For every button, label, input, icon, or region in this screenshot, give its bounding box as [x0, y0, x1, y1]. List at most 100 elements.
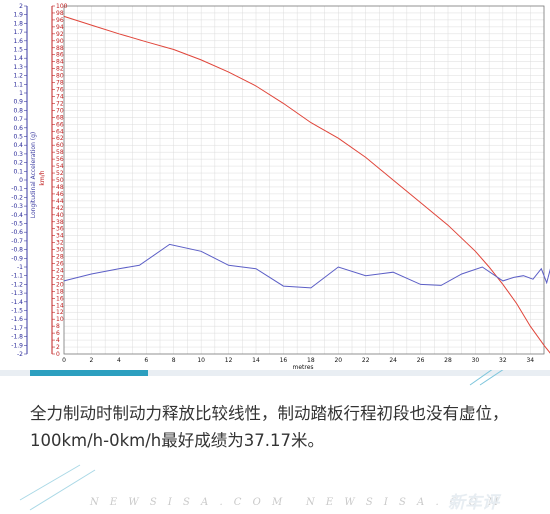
- x-tick-label: 30: [472, 357, 480, 364]
- y-right-tick-label: 100: [56, 3, 68, 10]
- y-right-tick-label: 6: [56, 330, 60, 337]
- y-left-tick-label: -0.7: [11, 238, 23, 245]
- y-left-tick-label: 0: [19, 177, 23, 184]
- y-left-tick-label: -1.4: [11, 299, 23, 306]
- watermark-text: N E W S I S A . C O M: [90, 497, 287, 508]
- y-right-tick-label: 92: [56, 31, 64, 38]
- y-right-tick-label: 30: [56, 247, 64, 254]
- caption-panel: 全力制动时制动力释放比较线性，制动踏板行程初段也没有虚位，100km/h-0km…: [0, 370, 550, 514]
- x-tick-label: 34: [526, 357, 534, 364]
- y-left-tick-label: 1: [19, 90, 23, 97]
- y-left-tick-label: -0.9: [11, 255, 23, 262]
- y-left-tick-label: 1.3: [13, 64, 23, 71]
- y-right-tick-label: 24: [56, 267, 64, 274]
- y-left-tick-label: 0.3: [13, 151, 23, 158]
- y-left-tick-label: -1.8: [11, 334, 23, 341]
- y-right-tick-label: 48: [56, 184, 64, 191]
- y-left-tick-label: 1.6: [13, 38, 23, 45]
- x-tick-label: 2: [90, 357, 94, 364]
- x-tick-label: 28: [444, 357, 452, 364]
- braking-chart: 2 1.91.8 1.7 1.6 1.51.4 1.3 1.21.1 1 0.90.8 0.7 0.…: [11, 3, 550, 370]
- watermark-text-2: N E W S I S A . C O M: [306, 497, 503, 508]
- y-axis-right-label: km/h: [39, 170, 46, 185]
- x-tick-label: 16: [280, 357, 288, 364]
- y-right-tick-label: 56: [56, 156, 64, 163]
- y-right-tick-label: 84: [56, 59, 64, 66]
- y-left-tick-label: -0.4: [11, 212, 23, 219]
- y-left-tick-label: -0.6: [11, 229, 23, 236]
- plot-border: [63, 5, 545, 355]
- y-right-tick-label: 86: [56, 52, 64, 59]
- y-left-tick-label: 1.1: [13, 81, 23, 88]
- y-right-tick-label: 52: [56, 170, 64, 177]
- y-right-tick-label: 36: [56, 226, 64, 233]
- y-left-tick-label: -1.9: [11, 342, 23, 349]
- y-left-tick-label: 1.9: [13, 12, 23, 19]
- y-left-tick-label: 1.7: [13, 29, 23, 36]
- y-left-tick-label: 0.5: [13, 134, 23, 141]
- y-left-tick-label: 0.7: [13, 116, 23, 123]
- y-left-tick-label: -1.5: [11, 308, 23, 315]
- y-left-tick-label: -0.3: [11, 203, 23, 210]
- y-right-tick-label: 26: [56, 261, 64, 268]
- x-tick-label: 24: [389, 357, 397, 364]
- x-tick-label: 20: [334, 357, 342, 364]
- y-right-tick-label: 80: [56, 73, 64, 80]
- y-right-tick-label: 14: [56, 302, 64, 309]
- y-right-tick-label: 70: [56, 107, 64, 114]
- x-tick-label: 32: [499, 357, 507, 364]
- y-right-tick-label: 62: [56, 135, 64, 142]
- y-left-tick-label: -0.8: [11, 247, 23, 254]
- y-right-tick-label: 60: [56, 142, 64, 149]
- y-right-tick-label: 96: [56, 17, 64, 24]
- x-tick-label: 0: [62, 357, 66, 364]
- y-left-tick-label: 1.8: [13, 20, 23, 27]
- y-right-tick-label: 0: [56, 351, 60, 358]
- x-axis-label: metres: [292, 364, 313, 370]
- y-left-tick-label: 0.8: [13, 107, 23, 114]
- x-tick-label: 10: [197, 357, 205, 364]
- y-right-tick-label: 58: [56, 149, 64, 156]
- y-left-tick-label: 1.5: [13, 47, 23, 54]
- y-left-tick-label: 0.9: [13, 99, 23, 106]
- series-lines: [63, 15, 550, 354]
- y-right-tick-label: 20: [56, 281, 64, 288]
- y-right-tick-label: 2: [56, 344, 60, 351]
- y-right-tick-label: 38: [56, 219, 64, 226]
- y-right-tick-label: 32: [56, 240, 64, 247]
- y-left-tick-label: 2: [19, 3, 23, 10]
- y-right-tick-label: 28: [56, 254, 64, 261]
- y-left-tick-label: 0.1: [13, 168, 23, 175]
- y-left-tick-label: -1.6: [11, 316, 23, 323]
- y-right-tick-label: 54: [56, 163, 64, 170]
- y-left-tick-label: 1.4: [13, 55, 23, 62]
- y-right-tick-label: 64: [56, 128, 64, 135]
- caption-accent-bar: [30, 370, 148, 376]
- y-axis-right-ticks: 1009896949290888684828078767472706866646…: [52, 3, 68, 358]
- y-right-tick-label: 98: [56, 10, 64, 17]
- x-tick-label: 14: [252, 357, 260, 364]
- y-right-tick-label: 72: [56, 100, 64, 107]
- y-right-tick-label: 68: [56, 114, 64, 121]
- y-right-tick-label: 78: [56, 80, 64, 87]
- y-left-tick-label: 1.2: [13, 73, 23, 80]
- x-axis-ticks: 0 2 4 6 8 10 12 14 16 18 20 22 24 26 28 30 32 34: [62, 357, 534, 364]
- y-right-tick-label: 50: [56, 177, 64, 184]
- caption-text: 全力制动时制动力释放比较线性，制动踏板行程初段也没有虚位，100km/h-0km…: [30, 404, 509, 450]
- y-right-tick-label: 10: [56, 316, 64, 323]
- y-left-tick-label: -0.2: [11, 194, 23, 201]
- watermark-logo: 新车评: [448, 493, 499, 513]
- y-right-tick-label: 8: [56, 323, 60, 330]
- caption-divider: [0, 370, 550, 376]
- y-left-tick-label: 0.4: [13, 142, 23, 149]
- y-left-tick-label: -1.7: [11, 325, 23, 332]
- y-left-tick-label: -0.5: [11, 221, 23, 228]
- decorative-lines-icon: [19, 370, 504, 511]
- x-tick-label: 4: [117, 357, 121, 364]
- series-line-1: [63, 15, 550, 354]
- y-right-tick-label: 90: [56, 38, 64, 45]
- y-right-tick-label: 66: [56, 121, 64, 128]
- y-right-tick-label: 40: [56, 212, 64, 219]
- x-tick-label: 12: [225, 357, 233, 364]
- series-line-2: [63, 243, 550, 289]
